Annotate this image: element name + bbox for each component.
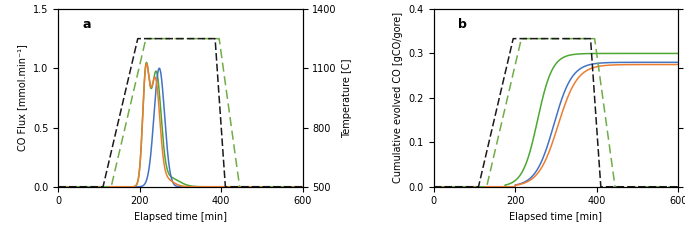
Text: b: b [458, 18, 467, 31]
Text: a: a [83, 18, 91, 31]
Y-axis label: CO Flux [mmol.min⁻¹]: CO Flux [mmol.min⁻¹] [18, 45, 27, 151]
Legend: 100:20:30, 100:22:30 OS, 100:20:30 OS, Temp, Temp OS: 100:20:30, 100:22:30 OS, 100:20:30 OS, T… [323, 59, 414, 129]
Y-axis label: Cumulative evolved CO [gCO/gore]: Cumulative evolved CO [gCO/gore] [393, 12, 403, 183]
X-axis label: Elapsed time [min]: Elapsed time [min] [510, 212, 602, 222]
Y-axis label: Temperature [C]: Temperature [C] [342, 58, 353, 138]
X-axis label: Elapsed time [min]: Elapsed time [min] [134, 212, 227, 222]
